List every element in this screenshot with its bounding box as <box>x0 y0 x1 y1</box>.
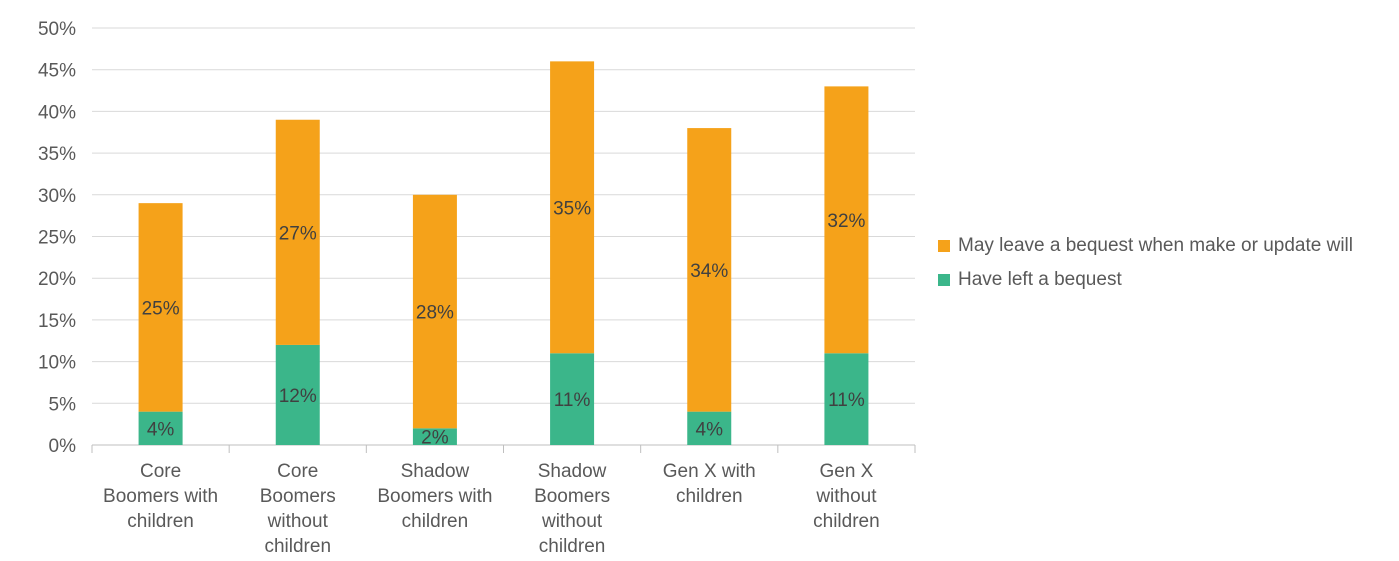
bar-segment <box>824 86 869 354</box>
legend-swatch <box>938 274 950 286</box>
data-label: 28% <box>416 303 454 324</box>
bar-segment <box>412 428 457 445</box>
bar-segment <box>275 119 320 345</box>
x-category-label: Core <box>140 461 181 482</box>
x-category-label: without <box>541 511 603 532</box>
y-tick-label: 45% <box>38 61 76 82</box>
y-tick-label: 0% <box>49 436 77 457</box>
x-category-label: Shadow <box>538 461 607 482</box>
x-category-label: children <box>813 511 880 532</box>
legend: May leave a bequest when make or update … <box>938 234 1388 302</box>
bar-segment <box>550 353 595 445</box>
x-category-label: children <box>539 536 606 557</box>
y-tick-label: 5% <box>49 394 77 415</box>
legend-swatch <box>938 240 950 252</box>
bar-segment <box>687 411 732 445</box>
data-label: 27% <box>279 223 317 244</box>
x-category-label: children <box>402 511 469 532</box>
bar-segment <box>687 128 732 412</box>
y-tick-label: 25% <box>38 228 76 249</box>
data-label: 11% <box>828 390 865 411</box>
x-category-label: children <box>127 511 194 532</box>
bar-segment <box>550 61 595 354</box>
data-label: 4% <box>696 419 724 440</box>
legend-label: Have left a bequest <box>958 269 1122 290</box>
data-label: 2% <box>421 428 449 449</box>
bar-segment <box>824 353 869 445</box>
data-label: 35% <box>553 198 591 219</box>
legend-item-may-leave: May leave a bequest when make or update … <box>938 234 1388 258</box>
y-tick-label: 50% <box>38 19 76 40</box>
x-category-label: children <box>676 486 743 507</box>
bar-segment <box>275 344 320 445</box>
y-tick-label: 40% <box>38 102 76 123</box>
x-category-label: Gen X <box>819 461 873 482</box>
data-label: 12% <box>279 386 317 407</box>
data-label: 4% <box>147 419 175 440</box>
y-tick-label: 20% <box>38 269 76 290</box>
legend-label: May leave a bequest when make or update … <box>958 235 1354 256</box>
data-label: 32% <box>827 211 865 232</box>
y-tick-label: 15% <box>38 311 76 332</box>
x-category-label: without <box>815 486 877 507</box>
data-label: 25% <box>142 298 180 319</box>
x-category-label: Gen X with <box>663 461 756 482</box>
x-category-label: Boomers with <box>103 486 218 507</box>
bar-segment <box>138 203 183 412</box>
x-category-label: children <box>264 536 331 557</box>
x-category-label: Boomers <box>260 486 336 507</box>
x-category-label: without <box>267 511 329 532</box>
data-label: 34% <box>690 261 728 282</box>
y-tick-label: 10% <box>38 353 76 374</box>
bar-segment <box>412 194 457 429</box>
bar-segment <box>138 411 183 445</box>
data-label: 11% <box>554 390 591 411</box>
x-category-label: Boomers <box>534 486 610 507</box>
y-tick-label: 35% <box>38 144 76 165</box>
x-category-label: Boomers with <box>377 486 492 507</box>
x-category-label: Shadow <box>401 461 470 482</box>
x-category-label: Core <box>277 461 318 482</box>
y-tick-label: 30% <box>38 186 76 207</box>
legend-item-have-left: Have left a bequest <box>938 268 1388 292</box>
